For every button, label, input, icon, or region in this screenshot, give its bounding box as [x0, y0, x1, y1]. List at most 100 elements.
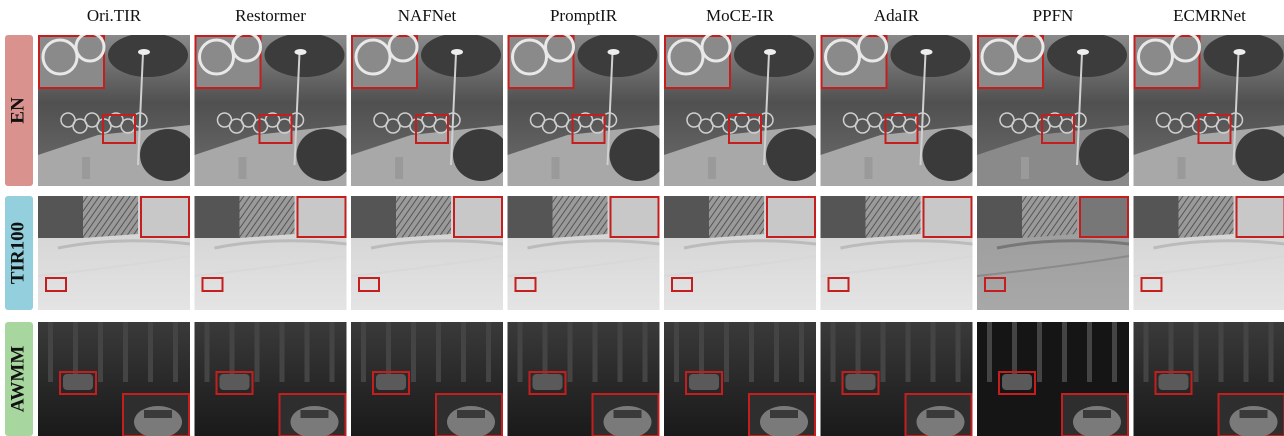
car: [63, 374, 93, 390]
bush: [297, 129, 353, 181]
image-cell: [821, 196, 973, 310]
bush: [610, 129, 666, 181]
tree-trunk: [1087, 322, 1092, 382]
lamp: [764, 49, 776, 55]
tree-trunk: [280, 322, 285, 382]
tree-trunk: [881, 322, 886, 382]
image-cell: [1134, 322, 1284, 436]
image-content: [664, 196, 816, 310]
row-label: AWMM: [7, 346, 28, 413]
tree-trunk: [774, 322, 779, 382]
bush: [265, 33, 345, 77]
image-cell: [351, 322, 503, 436]
car: [220, 374, 250, 390]
person: [1178, 157, 1186, 179]
image-cell: [38, 322, 190, 436]
image-cell: [664, 33, 822, 186]
image-cell: [38, 196, 190, 310]
foliage: [508, 196, 553, 238]
tree-trunk: [906, 322, 911, 382]
foliage: [38, 196, 83, 238]
image-content: [351, 196, 503, 310]
tree-trunk: [486, 322, 491, 382]
car: [846, 374, 876, 390]
bush: [578, 33, 658, 77]
image-cell: [195, 322, 347, 436]
image-content: [351, 322, 503, 436]
image-cell: [821, 33, 979, 186]
image-content: [508, 33, 666, 186]
image-cell: [508, 196, 660, 310]
lamp: [451, 49, 463, 55]
tree-trunk: [148, 322, 153, 382]
image-content: [195, 196, 347, 310]
foliage: [821, 196, 866, 238]
tree-trunk: [568, 322, 573, 382]
column-header: PromptIR: [550, 6, 618, 25]
figure: Ori.TIRRestormerNAFNetPromptIRMoCE-IRAda…: [0, 0, 1284, 436]
tree-trunk: [361, 322, 366, 382]
tree-trunk: [173, 322, 178, 382]
car: [1159, 374, 1189, 390]
zoom-window: [144, 410, 172, 418]
tree-trunk: [1144, 322, 1149, 382]
tree-trunk: [411, 322, 416, 382]
column-header: AdaIR: [874, 6, 920, 25]
image-cell: [977, 322, 1129, 436]
column-header: MoCE-IR: [706, 6, 775, 25]
bush: [923, 129, 979, 181]
lamp: [138, 49, 150, 55]
building: [1179, 196, 1234, 238]
column-header: Restormer: [235, 6, 306, 25]
image-cell: [508, 322, 660, 436]
foliage: [351, 196, 396, 238]
tree-trunk: [48, 322, 53, 382]
tree-trunk: [643, 322, 648, 382]
image-content: [38, 33, 196, 186]
tree-trunk: [255, 322, 260, 382]
image-content: [508, 322, 660, 436]
bush: [140, 129, 196, 181]
image-cell: [1134, 33, 1284, 186]
building: [396, 196, 451, 238]
bush: [453, 129, 509, 181]
tree-trunk: [956, 322, 961, 382]
bush: [421, 33, 501, 77]
image-content: [821, 33, 979, 186]
zoom-window: [770, 410, 798, 418]
foliage: [977, 196, 1022, 238]
image-content: [195, 322, 347, 436]
tree-trunk: [749, 322, 754, 382]
tree-trunk: [123, 322, 128, 382]
zoom-inset: [454, 197, 502, 237]
image-content: [38, 322, 190, 436]
image-cell: [664, 196, 816, 310]
building: [240, 196, 295, 238]
image-cell: [508, 33, 666, 186]
tree-trunk: [1112, 322, 1117, 382]
image-content: [977, 322, 1129, 436]
tree-trunk: [593, 322, 598, 382]
image-cell: [351, 33, 509, 186]
tree-trunk: [436, 322, 441, 382]
zoom-inset: [298, 197, 346, 237]
image-content: [821, 322, 973, 436]
tree-trunk: [1244, 322, 1249, 382]
car: [376, 374, 406, 390]
zoom-window: [614, 410, 642, 418]
image-content: [664, 322, 816, 436]
image-cell: [351, 196, 503, 310]
column-header: NAFNet: [398, 6, 457, 25]
person: [865, 157, 873, 179]
row-label: EN: [7, 97, 28, 124]
lamp: [1234, 49, 1246, 55]
tree-trunk: [931, 322, 936, 382]
zoom-inset: [1237, 197, 1284, 237]
tree-trunk: [518, 322, 523, 382]
car: [533, 374, 563, 390]
image-content: [38, 196, 190, 310]
building: [553, 196, 608, 238]
tree-trunk: [305, 322, 310, 382]
tree-trunk: [98, 322, 103, 382]
image-content: [821, 196, 973, 310]
